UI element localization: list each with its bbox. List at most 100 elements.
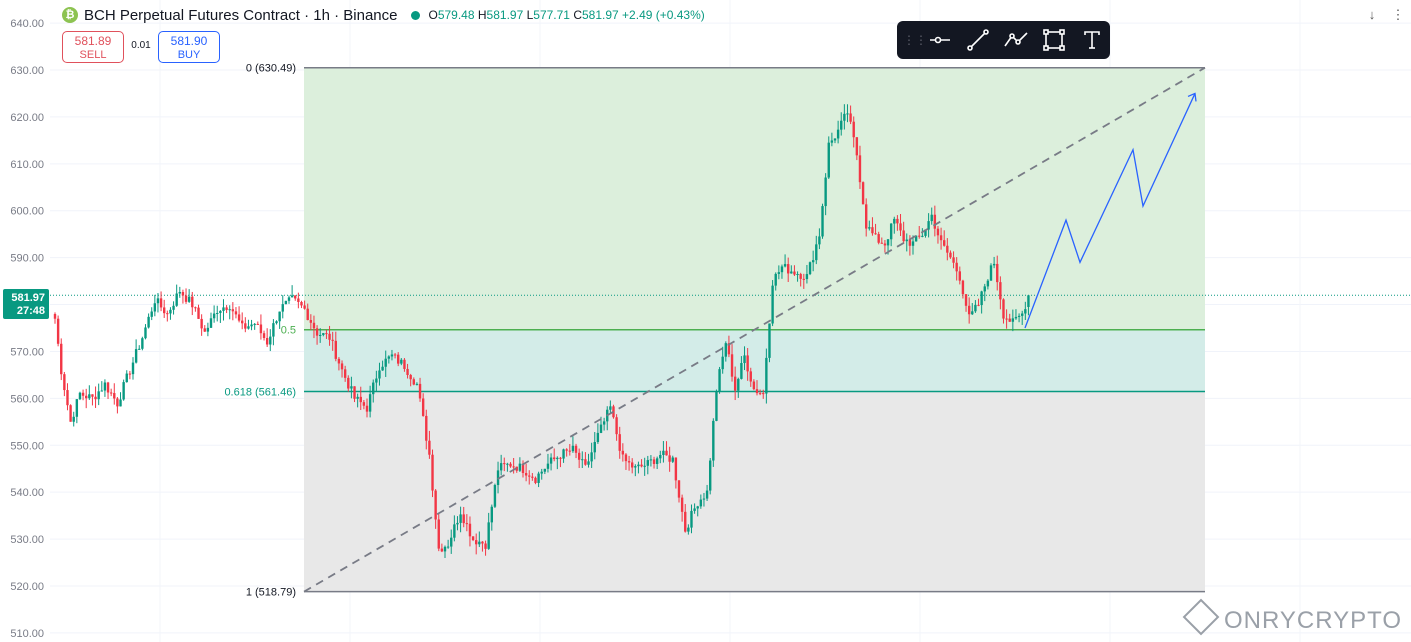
candle-body	[967, 305, 971, 315]
candle-body	[690, 510, 693, 528]
candle-body	[518, 463, 522, 471]
candle-body	[509, 463, 512, 467]
sell-label: SELL	[79, 49, 107, 61]
candle-body	[125, 373, 128, 383]
candle-body	[499, 463, 503, 471]
candle-body	[902, 230, 905, 242]
candle-body	[400, 359, 403, 364]
candle-body	[637, 464, 640, 467]
watermark-logo-icon	[1182, 598, 1220, 636]
y-tick-label: 590.00	[10, 253, 44, 265]
fib-label-0.5: 0.5	[281, 325, 296, 337]
candle-body	[262, 333, 266, 339]
scroll-down-icon[interactable]: ↓	[1368, 7, 1376, 22]
candle-body	[253, 323, 256, 325]
candle-body	[278, 311, 281, 322]
candle-body	[537, 473, 540, 483]
y-tick-label: 620.00	[10, 112, 44, 124]
candle-body	[88, 394, 91, 399]
candle-body	[693, 508, 696, 511]
candle-body	[793, 271, 796, 275]
candle-body	[159, 298, 163, 308]
candle-body	[914, 235, 918, 242]
horizontal-ray-icon[interactable]	[925, 25, 955, 55]
candle-body	[1027, 295, 1030, 307]
candle-body	[362, 402, 366, 406]
candle-body	[456, 522, 459, 525]
candle-body	[886, 239, 890, 246]
candle-body	[824, 177, 827, 207]
candle-body	[103, 382, 107, 391]
bar-countdown: 27:48	[16, 305, 45, 317]
candle-body	[343, 369, 347, 378]
candle-body	[655, 458, 659, 464]
candle-body	[924, 229, 927, 236]
candle-body	[599, 424, 603, 433]
candle-body	[615, 417, 618, 435]
candle-body	[259, 324, 263, 334]
candle-body	[487, 522, 490, 549]
candle-body	[450, 537, 453, 547]
rectangle-icon[interactable]	[1039, 25, 1069, 55]
close-value: 581.97	[582, 8, 619, 22]
candle-body	[971, 311, 974, 315]
candle-body	[556, 457, 559, 460]
candle-body	[312, 322, 316, 329]
candle-body	[958, 271, 961, 281]
candle-body	[780, 266, 784, 273]
candle-body	[939, 235, 943, 241]
candle-body	[443, 546, 447, 552]
candle-body	[549, 457, 553, 464]
candle-body	[802, 278, 805, 280]
candle-body	[113, 393, 116, 399]
candle-body	[303, 305, 306, 309]
change-value: +2.49 (+0.43%)	[622, 8, 705, 22]
candles-group	[53, 104, 1030, 558]
current-price-value: 581.97	[11, 292, 45, 304]
candle-body	[300, 301, 303, 306]
candle-body	[462, 514, 465, 524]
settings-icon[interactable]: ⋮	[1391, 7, 1405, 22]
candle-body	[743, 355, 746, 364]
candle-body	[368, 394, 372, 412]
candle-body	[350, 386, 353, 389]
candle-body	[974, 304, 977, 312]
candle-body	[197, 307, 200, 319]
candle-body	[852, 121, 855, 138]
candle-body	[281, 304, 284, 312]
candle-body	[187, 296, 191, 302]
candle-body	[949, 252, 952, 258]
candle-body	[106, 382, 110, 393]
candle-body	[309, 320, 313, 323]
buy-button[interactable]: 581.90 BUY	[158, 31, 220, 63]
candle-body	[999, 282, 1002, 300]
candle-body	[234, 311, 238, 315]
candle-body	[222, 307, 225, 311]
candle-body	[696, 506, 699, 509]
candle-body	[356, 396, 359, 399]
candle-body	[528, 475, 531, 477]
candle-body	[830, 140, 834, 143]
candle-body	[465, 523, 469, 525]
sell-button[interactable]: 581.89 SELL	[62, 31, 124, 63]
candle-body	[811, 260, 815, 263]
fib-label-0: 0 (630.49)	[246, 63, 296, 75]
candle-body	[471, 536, 475, 541]
candle-body	[287, 297, 291, 301]
candle-body	[880, 242, 883, 244]
y-tick-label: 600.00	[10, 206, 44, 218]
drag-handle-icon[interactable]: ⋮⋮	[903, 33, 927, 47]
candle-body	[216, 312, 219, 314]
candle-body	[581, 459, 584, 461]
text-icon[interactable]	[1077, 25, 1107, 55]
candle-body	[475, 540, 478, 545]
trend-line-icon[interactable]	[963, 25, 993, 55]
candle-body	[372, 382, 375, 395]
candle-body	[138, 348, 141, 350]
projection-arrowhead	[1187, 92, 1197, 102]
path-icon[interactable]	[1001, 25, 1031, 55]
y-tick-label: 570.00	[10, 346, 44, 358]
candle-body	[325, 333, 328, 335]
candle-body	[936, 228, 940, 236]
